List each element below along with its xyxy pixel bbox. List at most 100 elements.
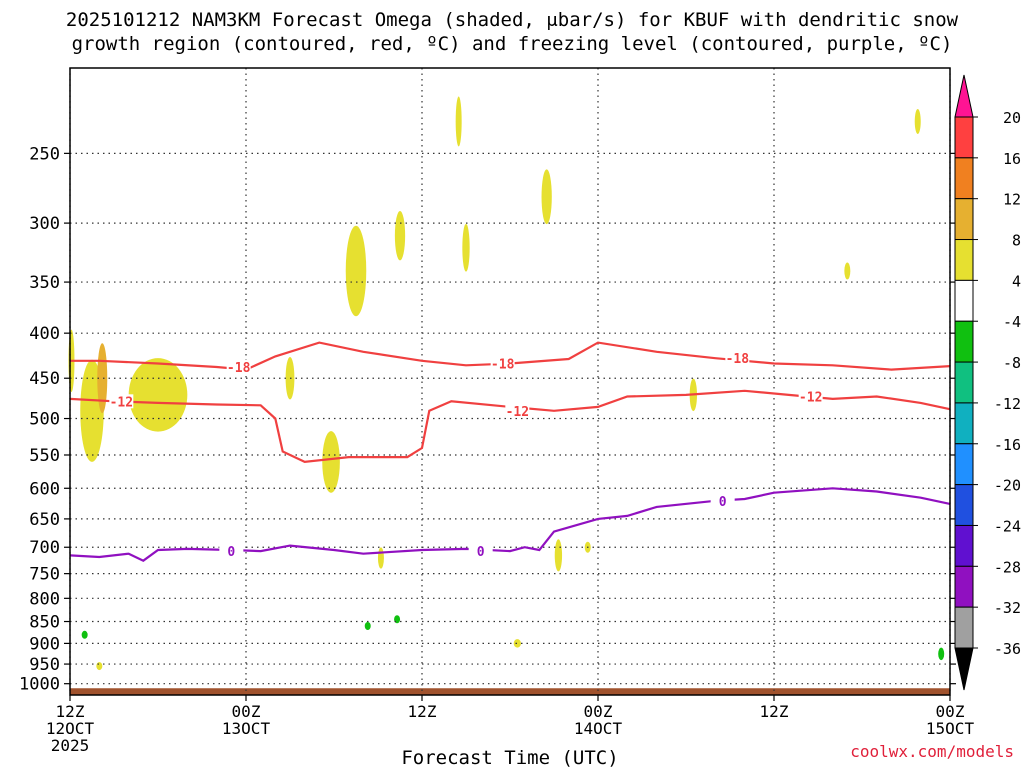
contour-label-bg [219, 544, 244, 559]
contour-label: -18 [491, 357, 515, 372]
colorbar-box [954, 565, 974, 608]
omega-positive-area [322, 431, 340, 493]
y-tick-label: 350 [29, 273, 60, 293]
omega-negative-area [938, 647, 945, 661]
credit-text: coolwx.com/models [850, 742, 1014, 761]
chart-title-line-2: growth region (contoured, red, ºC) and f… [71, 33, 953, 55]
contour-label-bg [505, 403, 530, 418]
omega-negative-area [81, 630, 88, 639]
x-tick-label: 00Z [232, 702, 261, 721]
x-tick-label: 2025 [51, 736, 90, 755]
contour-label-bg [798, 389, 823, 404]
colorbar-bottom-arrow [954, 647, 974, 691]
y-tick-label: 750 [29, 565, 60, 585]
x-tick-label: 00Z [936, 702, 965, 721]
contour-label: -12 [506, 405, 529, 420]
omega-negative-area [364, 621, 371, 630]
contour-label-bg [710, 493, 735, 508]
contour-label: 0 [477, 545, 485, 560]
omega-positive-area [844, 262, 851, 280]
x-tick-label: 00Z [584, 702, 613, 721]
colorbar-label: -20 [994, 477, 1021, 495]
colorbar-label: -24 [994, 517, 1021, 535]
colorbar-label: -16 [994, 436, 1021, 454]
colorbar-label: 8 [1012, 232, 1021, 250]
colorbar-box [954, 157, 974, 200]
colorbar-label: -28 [994, 558, 1021, 576]
omega-positive-area [914, 108, 921, 134]
y-tick-label: 650 [29, 510, 60, 530]
contour-label-bg [725, 351, 750, 366]
colorbar: 20 16 12 8 4 -4 -8 -12 -16 -20 -24 -28 -32 -36 [954, 74, 1021, 691]
contour-label-bg [226, 360, 251, 375]
colorbar-label: 12 [1003, 191, 1021, 209]
omega-positive-area [554, 539, 563, 572]
plot-frame [69, 67, 951, 696]
omega-shading-layer [68, 96, 945, 671]
colorbar-box [954, 361, 974, 404]
y-tick-label: 950 [29, 655, 60, 675]
x-tick-label: 12Z [760, 702, 789, 721]
contour-label: 0 [719, 495, 727, 510]
omega-positive-area [394, 210, 406, 261]
chart-title-line-1: 2025101212 NAM3KM Forecast Omega (shaded… [65, 9, 959, 31]
contour-line [69, 389, 951, 464]
contour-label: -12 [799, 390, 822, 405]
colorbar-box [954, 402, 974, 445]
omega-positive-area [128, 358, 188, 432]
contour-label-bg [468, 544, 493, 559]
y-tick-label: 600 [29, 479, 60, 499]
colorbar-label: 20 [1003, 109, 1021, 127]
x-tick-label: 13OCT [222, 719, 271, 738]
colorbar-box [954, 443, 974, 486]
colorbar-label: -36 [994, 640, 1021, 658]
y-tick-label: 250 [29, 144, 60, 164]
contour-line [70, 341, 951, 371]
contour-label: -18 [227, 361, 251, 376]
colorbar-box [954, 198, 974, 241]
y-tick-label: 450 [29, 369, 60, 389]
surface-ground [70, 688, 950, 695]
y-tick-label: 800 [29, 589, 60, 609]
omega-positive-area [345, 225, 367, 317]
y-tick-label: 550 [29, 446, 60, 466]
y-tick-label: 850 [29, 613, 60, 633]
x-tick-label: 15OCT [926, 719, 975, 738]
colorbar-top-arrow [954, 74, 974, 118]
omega-positive-area [96, 662, 103, 671]
colorbar-label: 16 [1003, 150, 1021, 168]
y-tick-label: 1000 [19, 675, 60, 695]
colorbar-label: -8 [1003, 354, 1021, 372]
colorbar-box [954, 320, 974, 363]
omega-positive-area [377, 547, 384, 569]
y-tick-label: 500 [29, 410, 60, 430]
axes-layer: 2503003504004505005506006507007508008509… [19, 67, 975, 768]
omega-positive-area [513, 639, 521, 648]
colorbar-box [954, 116, 974, 159]
contour-label: 0 [227, 545, 235, 560]
y-tick-label: 900 [29, 634, 60, 654]
x-tick-label: 12OCT [46, 719, 95, 738]
colorbar-box [954, 279, 974, 322]
x-axis-label: Forecast Time (UTC) [401, 747, 618, 768]
colorbar-box [954, 484, 974, 526]
contour-label: -12 [110, 395, 133, 410]
x-tick-label: 12Z [56, 702, 85, 721]
grid-layer [69, 68, 951, 695]
x-tick-label: 14OCT [574, 719, 623, 738]
x-tick-label: 12Z [408, 702, 437, 721]
contour-label-bg [109, 394, 134, 409]
y-tick-label: 300 [29, 214, 60, 234]
colorbar-label: -12 [994, 395, 1021, 413]
omega-positive-area [541, 169, 552, 225]
omega-positive-area [455, 96, 462, 147]
y-tick-label: 700 [29, 538, 60, 558]
colorbar-label: -32 [994, 599, 1021, 617]
colorbar-label: -4 [1003, 313, 1021, 331]
y-tick-label: 400 [29, 324, 60, 344]
colorbar-box [954, 239, 974, 281]
colorbar-box [954, 606, 974, 649]
contour-layer: -18 -18 -18 -12 -12 -12 0 0 0 [69, 341, 951, 562]
contour-label-bg [490, 356, 515, 371]
